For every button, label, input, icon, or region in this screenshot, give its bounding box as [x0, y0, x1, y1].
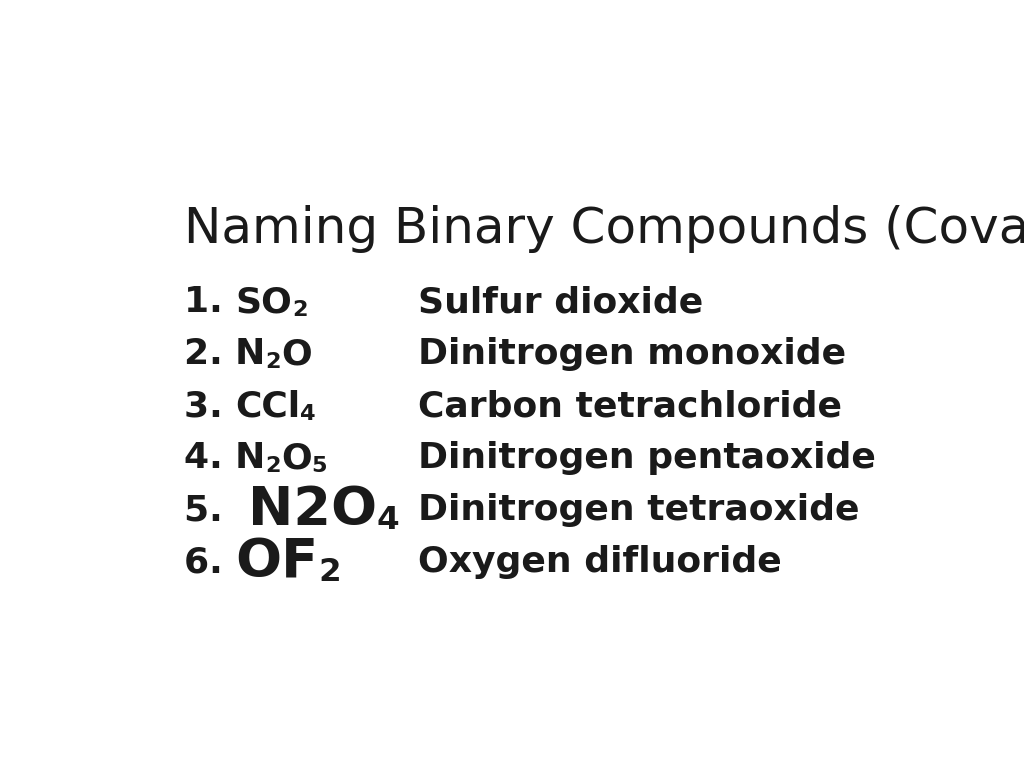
Text: Naming Binary Compounds (Covalent): Naming Binary Compounds (Covalent): [183, 204, 1024, 253]
Text: 6.: 6.: [183, 545, 234, 579]
Text: CCl: CCl: [234, 389, 300, 423]
Text: Sulfur dioxide: Sulfur dioxide: [418, 285, 702, 319]
Text: 1.: 1.: [183, 285, 234, 319]
Text: 2: 2: [265, 352, 281, 372]
Text: Carbon tetrachloride: Carbon tetrachloride: [418, 389, 842, 423]
Text: 2.: 2.: [183, 337, 234, 371]
Text: Dinitrogen pentaoxide: Dinitrogen pentaoxide: [418, 441, 876, 475]
Text: O: O: [281, 441, 311, 475]
Text: 4: 4: [300, 404, 315, 424]
Text: OF: OF: [234, 536, 318, 588]
Text: N2O: N2O: [248, 485, 377, 536]
Text: 3.: 3.: [183, 389, 234, 423]
Text: N: N: [234, 337, 265, 371]
Text: O: O: [281, 337, 311, 371]
Text: SO: SO: [234, 285, 292, 319]
Text: N: N: [234, 441, 265, 475]
Text: 2: 2: [318, 558, 341, 588]
Text: 4: 4: [377, 505, 399, 536]
Text: 2: 2: [265, 456, 281, 476]
Text: 5: 5: [311, 456, 328, 476]
Text: Oxygen difluoride: Oxygen difluoride: [418, 545, 781, 579]
Text: Dinitrogen monoxide: Dinitrogen monoxide: [418, 337, 846, 371]
Text: 2: 2: [292, 300, 307, 319]
Text: Dinitrogen tetraoxide: Dinitrogen tetraoxide: [418, 493, 859, 528]
Text: 5.: 5.: [183, 493, 248, 528]
Text: 4.: 4.: [183, 441, 234, 475]
